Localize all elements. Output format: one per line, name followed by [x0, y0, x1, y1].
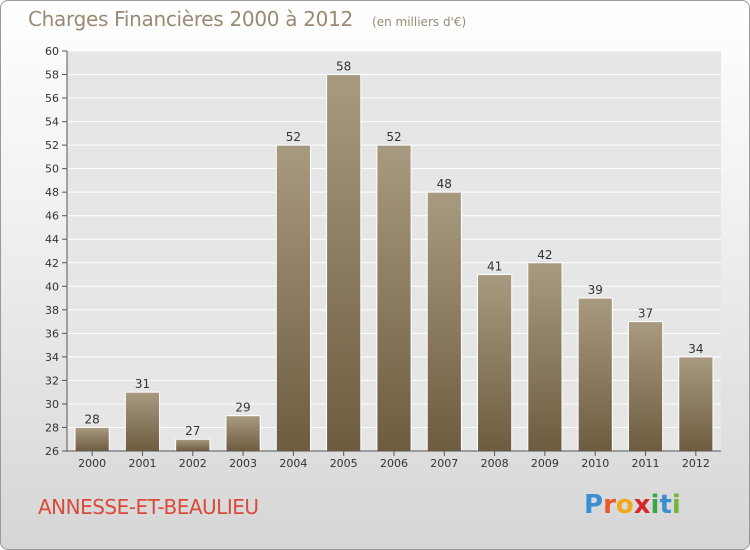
y-tick-label: 36 — [45, 327, 59, 340]
logo-letter: i — [671, 490, 681, 520]
chart-title: Charges Financières 2000 à 2012 — [28, 7, 353, 31]
chart-unit-note: (en milliers d'€) — [372, 15, 467, 29]
bar-value-label: 52 — [386, 130, 401, 144]
logo-letter: i — [650, 490, 660, 520]
commune-name: ANNESSE-ET-BEAULIEU — [38, 495, 259, 519]
title-row: Charges Financières 2000 à 2012 (en mill… — [28, 7, 466, 31]
bar-2004[interactable] — [275, 144, 311, 452]
bar-value-label: 37 — [638, 307, 653, 321]
y-tick-label: 46 — [45, 210, 59, 223]
proxiti-logo[interactable]: Proxiti — [584, 490, 681, 520]
x-tick-label: 2002 — [179, 457, 207, 470]
y-tick-label: 60 — [45, 45, 59, 58]
x-tick-label: 2004 — [279, 457, 307, 470]
bar-2009[interactable] — [527, 262, 563, 452]
y-tick-label: 50 — [45, 163, 59, 176]
logo-letter: o — [615, 490, 634, 520]
logo-letter: x — [633, 490, 651, 520]
x-tick-label: 2009 — [531, 457, 559, 470]
y-tick-label: 56 — [45, 92, 59, 105]
bar-value-label: 42 — [537, 248, 552, 262]
y-tick-label: 52 — [45, 139, 59, 152]
bar-value-label: 39 — [588, 283, 603, 297]
bar-2012[interactable] — [678, 356, 714, 452]
y-tick-label: 38 — [45, 304, 59, 317]
y-tick-label: 54 — [45, 116, 59, 129]
x-tick-label: 2012 — [682, 457, 710, 470]
y-tick-label: 42 — [45, 257, 59, 270]
bar-2005[interactable] — [326, 74, 362, 452]
bar-2007[interactable] — [426, 191, 462, 452]
y-tick-label: 48 — [45, 186, 59, 199]
bar-value-label: 58 — [336, 60, 351, 74]
x-tick-label: 2000 — [78, 457, 106, 470]
bar-value-label: 41 — [487, 260, 502, 274]
logo-letter: P — [584, 490, 604, 520]
bar-2000[interactable] — [74, 426, 110, 452]
bar-2010[interactable] — [577, 297, 613, 452]
logo-letter: r — [603, 490, 616, 520]
y-tick-label: 58 — [45, 69, 59, 82]
y-tick-label: 44 — [45, 233, 59, 246]
bar-2002[interactable] — [175, 438, 211, 452]
bar-value-label: 29 — [235, 401, 250, 415]
bar-value-label: 52 — [286, 130, 301, 144]
bar-value-label: 34 — [688, 342, 703, 356]
y-tick-label: 26 — [45, 445, 59, 458]
x-tick-label: 2008 — [481, 457, 509, 470]
y-tick-label: 32 — [45, 374, 59, 387]
y-tick-label: 30 — [45, 398, 59, 411]
bar-value-label: 27 — [185, 424, 200, 438]
x-tick-label: 2007 — [430, 457, 458, 470]
x-tick-label: 2006 — [380, 457, 408, 470]
bar-2006[interactable] — [376, 144, 412, 452]
y-tick-label: 28 — [45, 421, 59, 434]
bar-value-label: 28 — [85, 412, 100, 426]
bar-2008[interactable] — [477, 274, 513, 452]
x-tick-label: 2001 — [128, 457, 156, 470]
bar-2011[interactable] — [627, 321, 664, 452]
bar-value-label: 48 — [437, 177, 452, 191]
bar-value-label: 31 — [135, 377, 150, 391]
y-tick-label: 34 — [45, 351, 59, 364]
bar-2001[interactable] — [124, 391, 161, 452]
x-tick-label: 2010 — [581, 457, 609, 470]
x-tick-label: 2011 — [632, 457, 660, 470]
bar-2003[interactable] — [225, 415, 261, 452]
axes: 26 28 30 32 34 36 38 40 42 44 46 48 50 52 54 56 58 60 2000… — [45, 45, 721, 470]
bars: 28 31 27 29 52 58 52 48 41 42 39 37 34 — [74, 60, 714, 452]
y-tick-label: 40 — [45, 280, 59, 293]
x-tick-label: 2005 — [330, 457, 358, 470]
x-tick-label: 2003 — [229, 457, 257, 470]
logo-letter: t — [659, 490, 672, 520]
